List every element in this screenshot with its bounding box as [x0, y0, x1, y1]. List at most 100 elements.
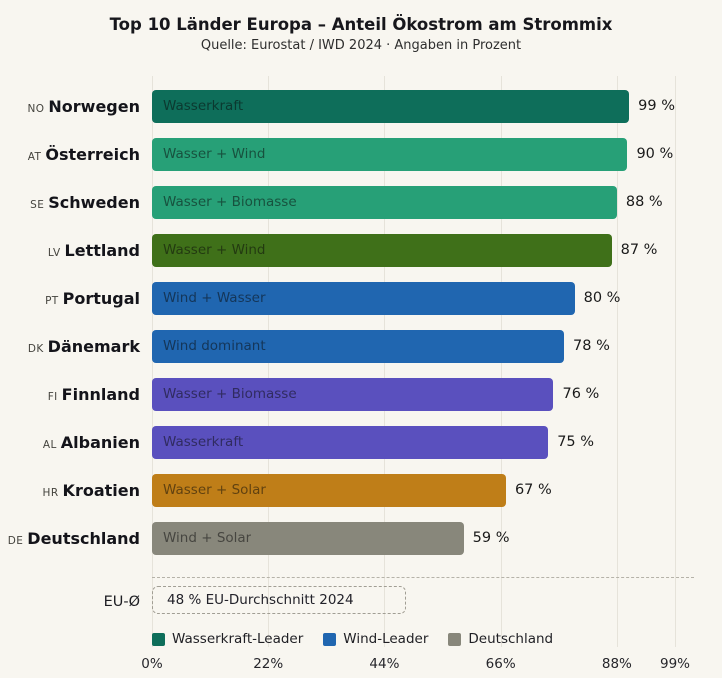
value-label: 59 % [472, 530, 510, 546]
country-label-cell: DK Dänemark [0, 337, 152, 356]
legend-label: Wasserkraft-Leader [172, 631, 304, 647]
x-tick-label: 99% [659, 656, 691, 672]
x-tick-label: 66% [485, 656, 516, 672]
eu-average-box-label: 48 % EU-Durchschnitt 2024 [167, 592, 354, 608]
bar: Wasserkraft [152, 89, 630, 123]
bar: Wasser + Biomasse [152, 185, 617, 219]
country-code: PT [45, 294, 59, 307]
eu-average-label: EU-Ø [103, 593, 140, 610]
chart-title: Top 10 Länder Europa – Anteil Ökostrom a… [109, 15, 613, 34]
bar-row: AT Österreich Wasser + Wind 90 % [0, 130, 722, 178]
bar-track: Wind + Wasser 80 % [152, 274, 675, 322]
bar-row: NO Norwegen Wasserkraft 99 % [0, 82, 722, 130]
bar-track: Wasser + Solar 67 % [152, 466, 675, 514]
country-name: Dänemark [47, 336, 140, 356]
bar-chart: NO Norwegen Wasserkraft 99 % AT Österreich Was… [0, 72, 722, 673]
legend-item: Wasserkraft-Leader [152, 631, 303, 647]
x-tick-label: 88% [601, 656, 632, 672]
x-axis: 0% 22% 44% 66% 88% 99% [141, 656, 690, 673]
bar-source-label: Wasserkraft [163, 98, 244, 114]
value-label: 67 % [514, 482, 552, 498]
x-tick-label: 0% [141, 656, 163, 672]
x-tick-label: 44% [369, 656, 400, 672]
value-label: 76 % [562, 386, 600, 402]
gridline [675, 76, 676, 647]
bar-row: FI Finnland Wasser + Biomasse 76 % [0, 370, 722, 418]
bar-row: DE Deutschland Wind + Solar 59 % [0, 514, 722, 562]
country-code: AL [42, 438, 57, 451]
bar-source-label: Wind + Wasser [163, 290, 266, 306]
country-name: Schweden [48, 192, 140, 212]
chart-subtitle: Quelle: Eurostat / IWD 2024 · Angaben in… [200, 38, 522, 53]
country-name: Österreich [45, 144, 140, 164]
bar-track: Wasserkraft 99 % [152, 82, 675, 130]
bar: Wasserkraft [152, 425, 549, 459]
legend-label: Deutschland [468, 631, 554, 647]
country-label-cell: HR Kroatien [0, 481, 152, 500]
bar: Wasser + Wind [152, 233, 612, 267]
value-label: 78 % [573, 338, 610, 354]
bar-track: Wasser + Biomasse 88 % [152, 178, 675, 226]
country-code: AT [27, 150, 42, 163]
country-name: Kroatien [62, 480, 140, 500]
bar-source-label: Wind dominant [163, 338, 266, 354]
value-label: 99 % [638, 98, 675, 114]
value-label: 88 % [625, 194, 663, 210]
bar-source-label: Wasser + Wind [163, 242, 266, 258]
bar-track: Wasserkraft 75 % [152, 418, 675, 466]
bar: Wind + Wasser [152, 281, 575, 315]
country-name: Portugal [62, 288, 140, 308]
bar-source-label: Wind + Solar [163, 530, 252, 546]
value-label: 90 % [636, 146, 674, 162]
eu-average-divider-line [152, 577, 694, 578]
bar-track: Wasser + Biomasse 76 % [152, 370, 675, 418]
country-label-cell: NO Norwegen [0, 97, 152, 116]
bar-row: HR Kroatien Wasser + Solar 67 % [0, 466, 722, 514]
legend: Wasserkraft-Leader Wind-Leader Deutschland [152, 631, 675, 647]
country-label-cell: FI Finnland [0, 385, 152, 404]
legend-swatch [323, 632, 337, 646]
country-label-cell: PT Portugal [0, 289, 152, 308]
bar-row: AL Albanien Wasserkraft 75 % [0, 418, 722, 466]
bar: Wasser + Biomasse [152, 377, 554, 411]
country-code: LV [47, 246, 61, 259]
eu-average-label-cell: EU-Ø [0, 591, 152, 610]
value-label: 80 % [583, 290, 621, 306]
country-label-cell: LV Lettland [0, 241, 152, 260]
country-code: HR [42, 486, 59, 499]
country-label-cell: AL Albanien [0, 433, 152, 452]
value-label: 75 % [557, 434, 595, 450]
bar: Wasser + Wind [152, 137, 628, 171]
eu-average-track: 48 % EU-Durchschnitt 2024 [152, 585, 675, 615]
country-name: Deutschland [27, 528, 140, 548]
bar-source-label: Wasserkraft [163, 434, 244, 450]
country-code: DK [27, 342, 44, 355]
bar-source-label: Wasser + Wind [163, 146, 266, 162]
country-code: DE [7, 534, 24, 547]
legend-item: Wind-Leader [323, 631, 428, 647]
legend-item: Deutschland [448, 631, 553, 647]
bar-track: Wasser + Wind 87 % [152, 226, 675, 274]
country-code: NO [27, 102, 45, 115]
country-label-cell: SE Schweden [0, 193, 152, 212]
country-code: FI [47, 390, 58, 403]
bar-track: Wind + Solar 59 % [152, 514, 675, 562]
x-tick-label: 22% [253, 656, 284, 672]
bar-rows: NO Norwegen Wasserkraft 99 % AT Österreich Was… [0, 72, 722, 562]
country-label-cell: DE Deutschland [0, 529, 152, 548]
bar-row: PT Portugal Wind + Wasser 80 % [0, 274, 722, 322]
value-label: 87 % [620, 242, 658, 258]
bar-row: LV Lettland Wasser + Wind 87 % [0, 226, 722, 274]
bar-source-label: Wasser + Biomasse [163, 386, 297, 402]
bar-track: Wind dominant 78 % [152, 322, 675, 370]
gridline [616, 76, 618, 647]
bar: Wasser + Solar [152, 473, 506, 507]
country-name: Finnland [61, 384, 140, 404]
bar: Wind + Solar [152, 521, 464, 555]
country-name: Albanien [60, 432, 140, 452]
bar-source-label: Wasser + Biomasse [163, 194, 297, 210]
eu-average-box: 48 % EU-Durchschnitt 2024 [152, 586, 406, 614]
legend-swatch [152, 632, 165, 646]
legend-swatch [448, 632, 462, 646]
country-name: Lettland [64, 240, 140, 260]
